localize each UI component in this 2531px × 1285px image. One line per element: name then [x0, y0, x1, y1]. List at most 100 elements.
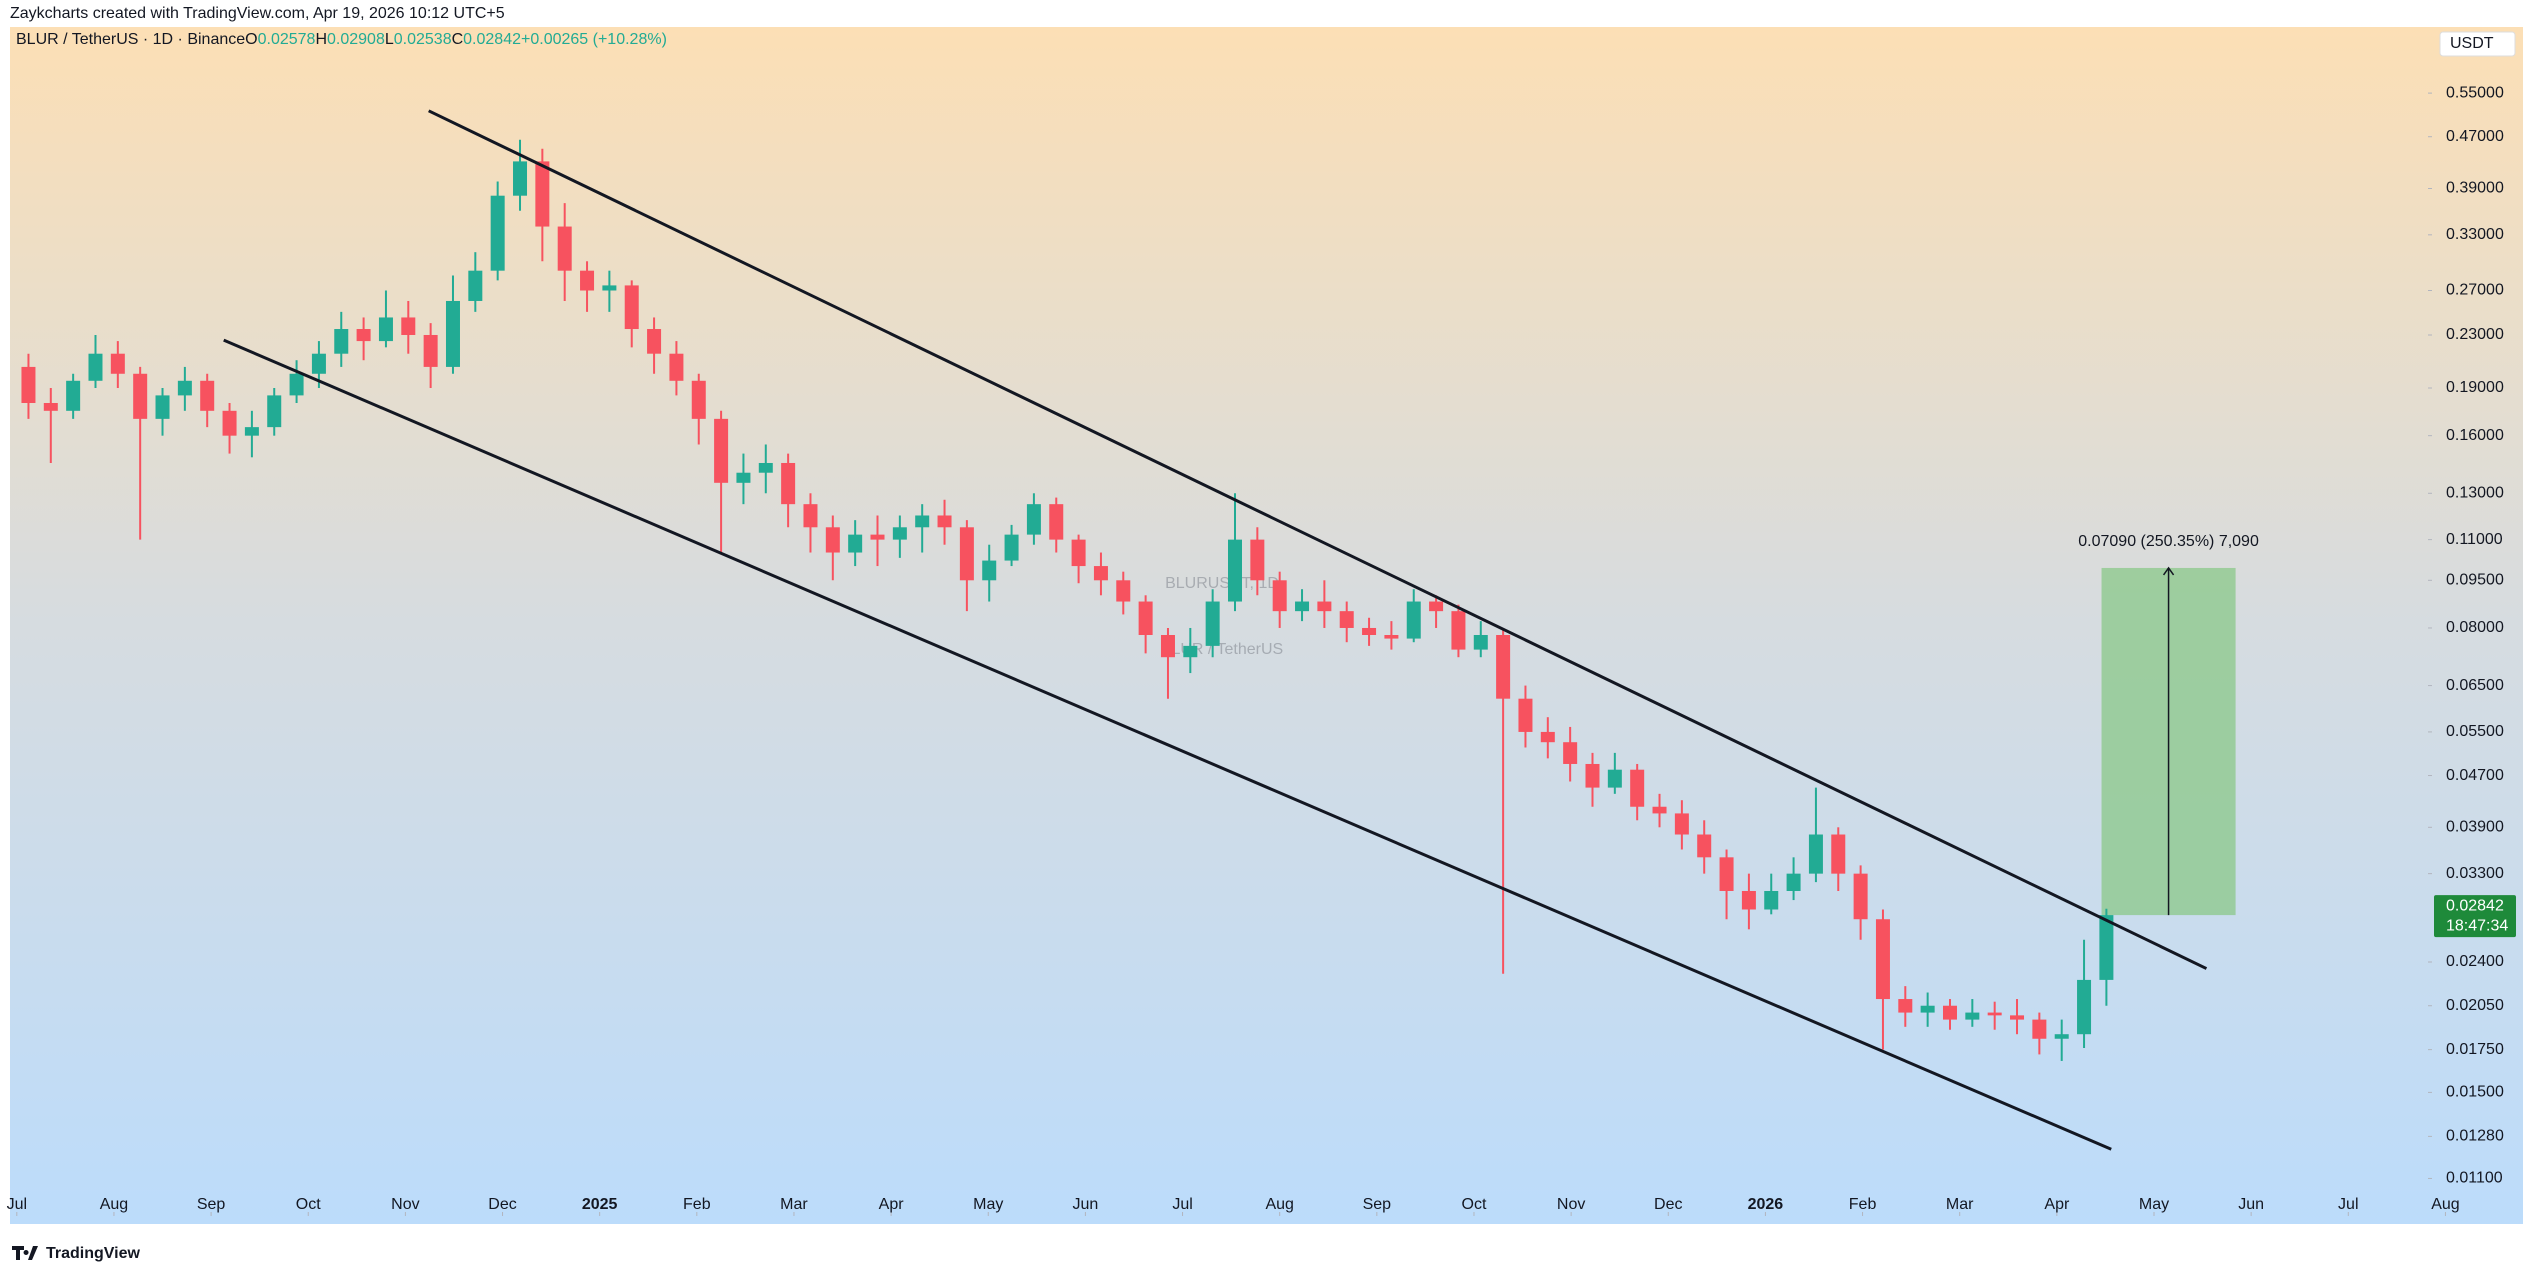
- price-label: 0.02842: [2446, 897, 2504, 914]
- candle-body: [1406, 601, 1421, 639]
- candle-body: [1831, 834, 1846, 874]
- y-tick-label: 0.39000: [2446, 180, 2504, 197]
- candle-body: [155, 395, 170, 419]
- y-tick-label: 0.11000: [2446, 531, 2503, 548]
- price-label-box: [2434, 895, 2516, 938]
- brand: TradingView: [46, 1245, 141, 1262]
- candle-body: [825, 527, 840, 553]
- candle-body: [1272, 580, 1287, 612]
- candle-body: [1987, 1012, 2002, 1016]
- x-tick-label: 2026: [1748, 1196, 1784, 1213]
- y-tick-label: 0.01750: [2446, 1041, 2504, 1058]
- y-tick-label: 0.04700: [2446, 767, 2504, 784]
- candle-body: [803, 504, 818, 528]
- candle-body: [691, 380, 706, 419]
- candle-body: [602, 285, 617, 291]
- candle-body: [289, 373, 304, 396]
- candle-body: [758, 462, 773, 473]
- x-tick-label: Sep: [197, 1196, 226, 1213]
- trendline: [223, 338, 2112, 1151]
- candle-body: [982, 560, 997, 581]
- y-tick-label: 0.03300: [2446, 865, 2504, 882]
- y-tick-label: 0.05500: [2446, 723, 2504, 740]
- x-tick-label: Dec: [1654, 1196, 1682, 1213]
- candle-body: [1250, 539, 1265, 581]
- x-tick-label: Oct: [1462, 1196, 1487, 1213]
- x-tick-label: Apr: [879, 1196, 905, 1213]
- candle-body: [1138, 601, 1153, 635]
- y-tick-label: 0.02400: [2446, 953, 2504, 970]
- countdown: 18:47:34: [2446, 917, 2508, 934]
- candle-body: [736, 472, 751, 483]
- candle-body: [1429, 601, 1444, 612]
- candle-body: [490, 195, 505, 271]
- currency-box: [2439, 31, 2516, 57]
- candle-body: [1496, 634, 1511, 699]
- candle-body: [1049, 504, 1064, 540]
- candle-body: [200, 380, 215, 411]
- x-tick-label: Aug: [1265, 1196, 1293, 1213]
- candle-body: [1473, 634, 1488, 650]
- candle-body: [423, 334, 438, 367]
- y-tick-label: 0.09500: [2446, 572, 2504, 589]
- ohlc-label: C: [452, 31, 464, 48]
- x-tick-label: Jul: [2338, 1196, 2358, 1213]
- candle-body: [1875, 919, 1890, 1000]
- x-tick-label: Jul: [1172, 1196, 1192, 1213]
- candle-body: [1160, 634, 1175, 658]
- y-tick-label: 0.23000: [2446, 326, 2504, 343]
- candle-body: [445, 300, 460, 367]
- ohlc-label: O: [245, 31, 257, 48]
- candle-body: [892, 527, 907, 540]
- x-tick-label: Dec: [488, 1196, 516, 1213]
- brand-logo: [12, 1246, 38, 1260]
- candle-body: [1183, 645, 1198, 658]
- candle-body: [1630, 769, 1645, 807]
- candle-body: [1339, 611, 1354, 628]
- y-tick-label: 0.01500: [2446, 1084, 2504, 1101]
- ohlc-value: 0.02908: [327, 31, 385, 48]
- candle-body: [133, 373, 148, 419]
- candle-body: [647, 329, 662, 354]
- candle-body: [937, 515, 952, 528]
- candle-body: [21, 366, 36, 403]
- candle-body: [1228, 539, 1243, 602]
- candle-body: [1719, 857, 1734, 891]
- candle-body: [2032, 1019, 2047, 1039]
- candle-body: [1004, 534, 1019, 561]
- candle-body: [1853, 873, 1868, 920]
- y-tick-label: 0.55000: [2446, 84, 2504, 101]
- ohlc-value: 0.02842: [463, 31, 521, 48]
- ohlc-legend: BLUR / TetherUS · 1D · BinanceO0.02578H0…: [16, 31, 667, 48]
- candle-body: [781, 462, 796, 505]
- candle-body: [669, 353, 684, 381]
- x-tick-label: Oct: [296, 1196, 321, 1213]
- credit: Zaykcharts created with TradingView.com,…: [10, 5, 505, 22]
- candle-body: [267, 395, 282, 428]
- candle-body: [378, 317, 393, 342]
- y-tick-label: 0.01280: [2446, 1128, 2504, 1145]
- candle-body: [1540, 731, 1555, 743]
- candle-body: [177, 380, 192, 396]
- x-tick-label: Jul: [7, 1196, 27, 1213]
- x-tick-label: Nov: [1557, 1196, 1585, 1213]
- currency: USDT: [2450, 35, 2494, 52]
- candle-body: [1898, 999, 1913, 1013]
- y-tick-label: 0.06500: [2446, 677, 2504, 694]
- candle-body: [1674, 813, 1689, 835]
- watermark-sub: BLUR / TetherUS: [1161, 641, 1283, 658]
- y-tick-label: 0.02050: [2446, 997, 2504, 1014]
- candle-body: [1026, 504, 1041, 535]
- x-tick-label: Jun: [1072, 1196, 1098, 1213]
- candle-body: [1965, 1012, 1980, 1020]
- measure-arrow-head: [2162, 566, 2175, 576]
- candle-body: [1808, 834, 1823, 874]
- candle-body: [222, 410, 237, 436]
- ohlc-label: L: [385, 31, 394, 48]
- candle-body: [1205, 601, 1220, 646]
- y-tick-label: 0.01100: [2446, 1170, 2503, 1187]
- x-tick-label: Feb: [683, 1196, 711, 1213]
- candle-body: [356, 329, 371, 342]
- ohlc-value: 0.02578: [258, 31, 316, 48]
